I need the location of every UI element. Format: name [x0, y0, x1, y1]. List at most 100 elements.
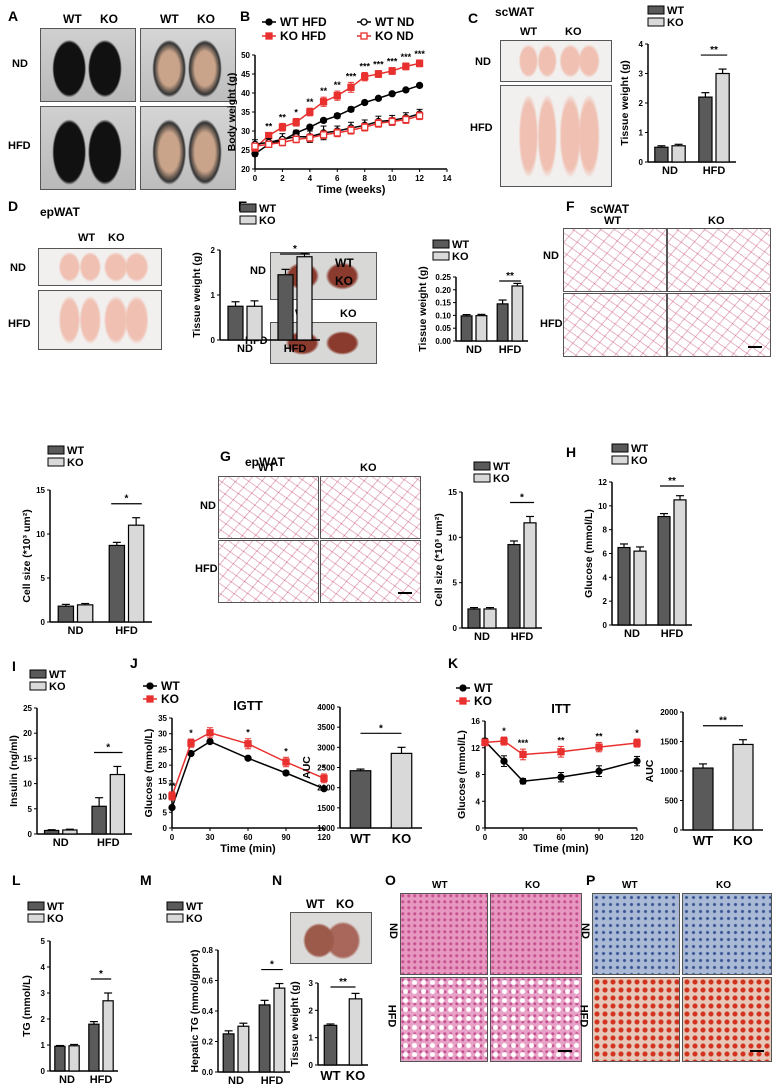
data-point: [360, 18, 368, 26]
x-tick-label: 60: [244, 833, 253, 842]
data-point: [319, 116, 328, 125]
bar: [237, 1025, 250, 1073]
data-point: [168, 803, 176, 812]
y-tick-label: 0: [476, 824, 481, 833]
y-tick-label: 45: [241, 70, 250, 79]
he-stain-image: [490, 893, 582, 975]
x-tick-label: WT: [350, 831, 370, 846]
legend-label: WT ND: [375, 15, 415, 29]
series-line: [484, 740, 638, 782]
row-label: HFD: [470, 122, 493, 134]
panel-label-f: F: [566, 198, 575, 214]
y-tick-label: 2000: [660, 708, 678, 717]
y-tick-label: 1: [309, 1034, 314, 1043]
data-point: [388, 117, 396, 126]
bar: [692, 767, 714, 831]
legend-label: KO: [67, 457, 84, 469]
significance-label: ***: [373, 60, 384, 70]
col-label: WT: [604, 215, 622, 227]
he-stain-image: [400, 893, 488, 975]
data-point: [415, 81, 424, 90]
bar: [227, 305, 244, 341]
y-tick-label: 0.10: [435, 311, 451, 320]
x-tick-label: ND: [662, 165, 678, 177]
bar: [348, 998, 363, 1066]
bar: [511, 285, 524, 342]
y-tick-label: 500: [665, 797, 679, 806]
col-label: KO: [108, 232, 125, 244]
y-tick-label: 1000: [317, 824, 335, 833]
data-point: [595, 767, 603, 775]
panel-label-d: D: [8, 198, 19, 214]
col-label: WT: [520, 26, 538, 38]
y-tick-label: 5: [453, 579, 458, 588]
x-tick-label: WT: [320, 1068, 340, 1083]
significance-label: *: [294, 107, 298, 117]
data-point: [519, 750, 527, 759]
dissected-photo-hfd: [140, 106, 236, 190]
legend-label: KO: [161, 692, 179, 706]
x-tick-label: ND: [237, 343, 253, 355]
y-axis-label: Cell size (*10³ um²): [433, 513, 445, 606]
y-tick-label: 20: [23, 729, 32, 738]
y-tick-label: 5: [41, 937, 46, 946]
data-point: [187, 739, 195, 747]
y-tick-label: 30: [158, 730, 167, 739]
legend-swatch: [432, 251, 450, 261]
x-tick-label: 2: [280, 174, 285, 183]
bar: [460, 315, 473, 342]
data-point: [265, 140, 273, 148]
significance-label: ***: [401, 52, 412, 62]
bar: [102, 1000, 114, 1072]
col-label: WT: [306, 897, 325, 911]
he-stain-image: [490, 977, 582, 1062]
y-tick-label: 2500: [317, 764, 335, 773]
significance-label: **: [506, 271, 514, 282]
significance-label: **: [320, 86, 328, 96]
y-tick-label: 8: [476, 771, 481, 780]
legend-swatch: [47, 457, 65, 467]
legend-label: WT: [49, 669, 66, 681]
y-tick-label: 8: [603, 526, 608, 535]
panel-label-g: G: [220, 448, 231, 464]
col-label: KO: [360, 462, 377, 474]
legend-swatch: [29, 681, 47, 691]
bar: [475, 315, 488, 342]
significance-label: *: [189, 728, 193, 738]
x-tick-label: 12: [415, 174, 424, 183]
legend-label: WT: [186, 901, 203, 913]
data-point: [333, 92, 341, 100]
panel-label-n: N: [272, 872, 283, 888]
data-point: [402, 86, 410, 94]
row-label: HFD: [195, 563, 218, 575]
legend-swatch: [29, 669, 47, 679]
significance-label: **: [710, 45, 718, 56]
x-tick-label: HFD: [511, 631, 534, 643]
legend-swatch: [239, 203, 257, 213]
x-tick-label: HFD: [97, 837, 120, 849]
dissected-photo-nd: [140, 28, 236, 102]
legend-label: KO: [474, 694, 492, 708]
oil-red-stain-image: [682, 893, 772, 975]
significance-label: *: [125, 494, 129, 505]
row-label: ND: [475, 56, 491, 68]
x-tick-label: 0: [483, 833, 488, 842]
y-tick-label: 0: [41, 618, 46, 627]
col-label: WT: [63, 12, 82, 26]
scale-bar: [748, 346, 762, 348]
y-tick-label: 15: [448, 488, 457, 497]
data-point: [459, 697, 467, 705]
y-tick-label: 1: [211, 291, 216, 300]
data-point: [292, 118, 300, 126]
significance-label: *: [270, 960, 274, 971]
data-point: [265, 32, 273, 40]
y-tick-label: 15: [158, 777, 167, 786]
y-tick-label: 0: [674, 826, 679, 835]
significance-label: *: [99, 969, 103, 980]
y-tick-label: 2: [211, 246, 216, 255]
bar: [654, 146, 669, 163]
